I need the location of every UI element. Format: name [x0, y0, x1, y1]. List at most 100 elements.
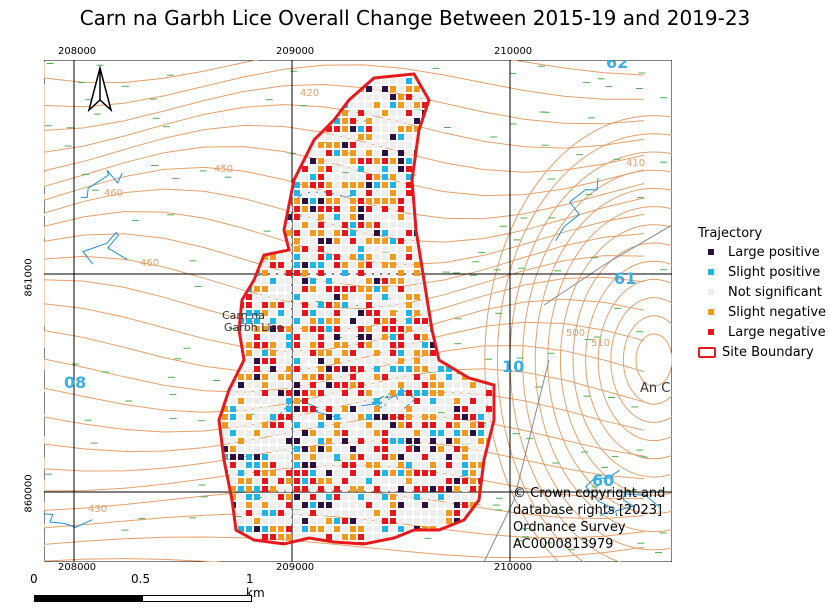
- trajectory-pixel: [374, 150, 380, 156]
- trajectory-pixel: [382, 286, 388, 292]
- trajectory-pixel: [326, 374, 332, 380]
- marsh-tuft: [201, 496, 208, 498]
- trajectory-pixel: [382, 318, 388, 324]
- trajectory-pixel: [310, 390, 316, 396]
- marsh-tuft: [199, 170, 207, 172]
- trajectory-pixel: [326, 278, 332, 284]
- marsh-tuft: [172, 177, 180, 179]
- trajectory-pixel: [334, 198, 340, 204]
- trajectory-pixel: [286, 494, 292, 500]
- trajectory-pixel: [366, 446, 372, 452]
- trajectory-pixel: [334, 214, 340, 220]
- trajectory-pixel: [374, 246, 380, 252]
- trajectory-pixel: [294, 406, 300, 412]
- marsh-tuft: [485, 358, 493, 360]
- trajectory-pixel: [302, 454, 308, 460]
- trajectory-pixel: [366, 166, 372, 172]
- trajectory-pixel: [422, 430, 428, 436]
- trajectory-pixel: [310, 406, 316, 412]
- trajectory-pixel: [342, 286, 348, 292]
- trajectory-pixel: [374, 342, 380, 348]
- trajectory-pixel: [254, 438, 260, 444]
- trajectory-pixel: [350, 174, 356, 180]
- trajectory-pixel: [414, 406, 420, 412]
- trajectory-pixel: [246, 422, 252, 428]
- trajectory-pixel: [350, 486, 356, 492]
- trajectory-pixel: [294, 534, 300, 540]
- trajectory-pixel: [390, 270, 396, 276]
- trajectory-pixel: [222, 422, 228, 428]
- trajectory-pixel: [414, 366, 420, 372]
- marsh-tuft: [495, 312, 503, 314]
- trajectory-pixel: [326, 214, 332, 220]
- trajectory-pixel: [334, 158, 340, 164]
- trajectory-pixel: [422, 406, 428, 412]
- place-name-line1: Carn na: [222, 309, 265, 322]
- trajectory-pixel: [262, 398, 268, 404]
- trajectory-pixel: [382, 206, 388, 212]
- trajectory-pixel: [406, 238, 412, 244]
- trajectory-pixel: [446, 406, 452, 412]
- trajectory-pixel: [342, 350, 348, 356]
- trajectory-pixel: [278, 478, 284, 484]
- trajectory-pixel: [310, 446, 316, 452]
- trajectory-pixel: [446, 414, 452, 420]
- marsh-tuft: [432, 67, 440, 69]
- trajectory-pixel: [462, 406, 468, 412]
- trajectory-pixel: [470, 454, 476, 460]
- stream-line: [555, 178, 599, 241]
- trajectory-pixel: [358, 510, 364, 516]
- path-line-east: [543, 224, 673, 306]
- trajectory-pixel: [334, 262, 340, 268]
- marsh-tuft: [444, 127, 451, 128]
- trajectory-pixel: [382, 126, 388, 132]
- map-frame[interactable]: 420 410 460 450 460 500 510 430 62 61 10…: [38, 24, 824, 605]
- trajectory-pixel: [390, 390, 396, 396]
- marsh-tuft: [552, 462, 560, 464]
- trajectory-pixel: [334, 462, 340, 468]
- trajectory-pixel: [270, 390, 276, 396]
- trajectory-pixel: [374, 78, 380, 84]
- trajectory-pixel: [390, 118, 396, 124]
- marsh-tuft: [121, 85, 129, 87]
- trajectory-pixel: [294, 302, 300, 308]
- marsh-tuft: [541, 144, 549, 146]
- trajectory-pixel: [390, 230, 396, 236]
- trajectory-pixel: [446, 518, 452, 524]
- trajectory-pixel: [366, 334, 372, 340]
- stream-line: [585, 469, 620, 517]
- trajectory-pixel: [238, 390, 244, 396]
- trajectory-pixel: [406, 438, 412, 444]
- trajectory-pixel: [294, 270, 300, 276]
- trajectory-pixel: [390, 334, 396, 340]
- trajectory-pixel: [294, 462, 300, 468]
- trajectory-pixel: [278, 374, 284, 380]
- marsh-tuft: [85, 99, 93, 101]
- trajectory-pixel: [430, 358, 436, 364]
- trajectory-pixel: [462, 398, 468, 404]
- map-canvas[interactable]: 420 410 460 450 460 500 510 430 62 61 10…: [38, 24, 824, 605]
- trajectory-pixel: [358, 494, 364, 500]
- trajectory-pixel: [422, 518, 428, 524]
- trajectory-pixel: [390, 190, 396, 196]
- trajectory-pixel: [286, 238, 292, 244]
- trajectory-pixel: [254, 446, 260, 452]
- trajectory-pixel: [358, 270, 364, 276]
- trajectory-pixel: [374, 470, 380, 476]
- trajectory-pixel: [430, 494, 436, 500]
- trajectory-pixel: [382, 230, 388, 236]
- trajectory-pixel: [270, 262, 276, 268]
- marsh-tuft: [169, 394, 177, 396]
- contour-line: [43, 83, 645, 131]
- trajectory-pixel: [230, 462, 236, 468]
- marsh-tuft: [81, 173, 89, 175]
- trajectory-pixel: [310, 470, 316, 476]
- trajectory-pixel: [422, 390, 428, 396]
- trajectory-pixel: [430, 446, 436, 452]
- marsh-tuft: [454, 318, 462, 320]
- trajectory-pixel: [382, 406, 388, 412]
- trajectory-pixel: [246, 366, 252, 372]
- trajectory-pixel: [366, 454, 372, 460]
- trajectory-pixel: [422, 318, 428, 324]
- trajectory-pixel: [366, 150, 372, 156]
